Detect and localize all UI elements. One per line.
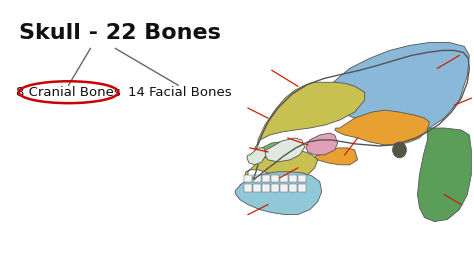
Polygon shape: [306, 133, 337, 155]
Polygon shape: [271, 175, 279, 182]
Ellipse shape: [392, 142, 407, 158]
Polygon shape: [298, 175, 306, 182]
Polygon shape: [235, 172, 322, 215]
Polygon shape: [280, 184, 288, 192]
Polygon shape: [265, 138, 305, 162]
Text: 8 Cranial Bones: 8 Cranial Bones: [16, 86, 121, 99]
Polygon shape: [289, 175, 297, 182]
Polygon shape: [280, 175, 288, 182]
Polygon shape: [289, 184, 297, 192]
Polygon shape: [262, 184, 270, 192]
Polygon shape: [315, 148, 358, 165]
Polygon shape: [255, 82, 365, 152]
Polygon shape: [260, 142, 282, 158]
Polygon shape: [298, 184, 306, 192]
Polygon shape: [271, 184, 279, 192]
Polygon shape: [244, 184, 252, 192]
Text: 14 Facial Bones: 14 Facial Bones: [128, 86, 232, 99]
Polygon shape: [253, 175, 261, 182]
Polygon shape: [335, 110, 429, 145]
Polygon shape: [245, 150, 318, 178]
Polygon shape: [253, 184, 261, 192]
Polygon shape: [247, 148, 266, 165]
Polygon shape: [305, 43, 469, 130]
Polygon shape: [244, 175, 252, 182]
Text: Skull - 22 Bones: Skull - 22 Bones: [18, 23, 220, 43]
Polygon shape: [262, 175, 270, 182]
Polygon shape: [418, 128, 471, 222]
